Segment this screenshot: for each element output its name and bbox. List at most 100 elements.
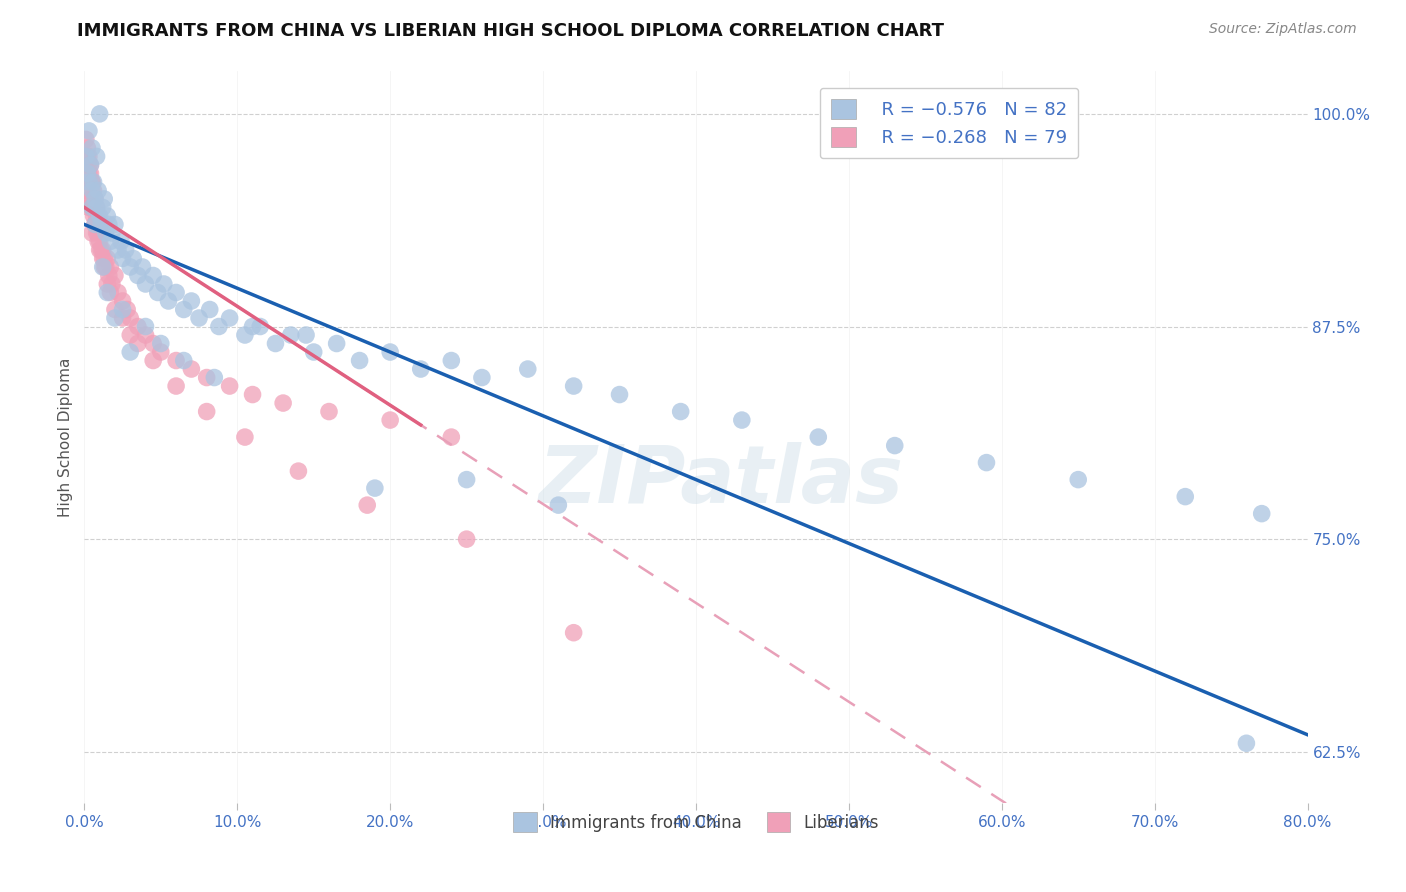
Point bbox=[731, 413, 754, 427]
Point bbox=[89, 209, 111, 223]
Point bbox=[104, 311, 127, 326]
Point bbox=[104, 302, 127, 317]
Point bbox=[456, 473, 478, 487]
Point bbox=[1250, 507, 1272, 521]
Point bbox=[84, 192, 107, 206]
Point bbox=[149, 345, 172, 359]
Point bbox=[157, 293, 180, 308]
Point bbox=[198, 302, 221, 317]
Point bbox=[271, 396, 294, 410]
Point bbox=[142, 353, 165, 368]
Point bbox=[91, 260, 114, 274]
Point bbox=[77, 175, 100, 189]
Point bbox=[86, 149, 108, 163]
Point bbox=[120, 260, 142, 274]
Point bbox=[107, 243, 129, 257]
Point bbox=[75, 158, 97, 172]
Point bbox=[79, 166, 101, 180]
Point bbox=[98, 235, 121, 249]
Point bbox=[104, 218, 127, 232]
Legend: Immigrants from China, Liberians: Immigrants from China, Liberians bbox=[506, 805, 886, 838]
Text: IMMIGRANTS FROM CHINA VS LIBERIAN HIGH SCHOOL DIPLOMA CORRELATION CHART: IMMIGRANTS FROM CHINA VS LIBERIAN HIGH S… bbox=[77, 22, 945, 40]
Point bbox=[202, 370, 225, 384]
Point bbox=[249, 319, 271, 334]
Point bbox=[456, 532, 478, 546]
Point bbox=[195, 370, 218, 384]
Point bbox=[77, 166, 100, 180]
Point bbox=[380, 345, 402, 359]
Point bbox=[1174, 490, 1197, 504]
Point bbox=[80, 201, 103, 215]
Point bbox=[75, 132, 97, 146]
Point bbox=[80, 175, 103, 189]
Point bbox=[76, 175, 98, 189]
Point bbox=[80, 183, 103, 197]
Y-axis label: High School Diploma: High School Diploma bbox=[58, 358, 73, 516]
Point bbox=[127, 319, 149, 334]
Point bbox=[76, 166, 98, 180]
Point bbox=[76, 149, 98, 163]
Point bbox=[1236, 736, 1258, 750]
Point bbox=[233, 328, 256, 343]
Point bbox=[84, 201, 107, 215]
Point bbox=[79, 158, 101, 172]
Point bbox=[91, 201, 114, 215]
Point bbox=[516, 362, 538, 376]
Point bbox=[77, 124, 100, 138]
Point bbox=[96, 285, 118, 300]
Point bbox=[89, 243, 111, 257]
Point bbox=[173, 302, 195, 317]
Point bbox=[86, 201, 108, 215]
Point bbox=[208, 319, 231, 334]
Point bbox=[380, 413, 402, 427]
Point bbox=[89, 218, 111, 232]
Point bbox=[122, 252, 145, 266]
Point bbox=[547, 498, 569, 512]
Point bbox=[77, 201, 100, 215]
Point bbox=[96, 209, 118, 223]
Point bbox=[98, 260, 121, 274]
Point bbox=[120, 328, 142, 343]
Point bbox=[111, 293, 134, 308]
Point bbox=[114, 243, 136, 257]
Point bbox=[83, 175, 105, 189]
Point bbox=[440, 430, 463, 444]
Point bbox=[86, 201, 108, 215]
Point bbox=[94, 260, 117, 274]
Point bbox=[80, 175, 103, 189]
Point bbox=[94, 226, 117, 240]
Point bbox=[84, 218, 107, 232]
Point bbox=[280, 328, 302, 343]
Point bbox=[75, 183, 97, 197]
Point bbox=[318, 404, 340, 418]
Point bbox=[173, 353, 195, 368]
Point bbox=[79, 158, 101, 172]
Point bbox=[87, 209, 110, 223]
Point bbox=[142, 336, 165, 351]
Point bbox=[91, 243, 114, 257]
Point bbox=[1067, 473, 1090, 487]
Point bbox=[93, 192, 115, 206]
Point bbox=[89, 107, 111, 121]
Point bbox=[349, 353, 371, 368]
Text: ZIPatlas: ZIPatlas bbox=[538, 442, 903, 520]
Point bbox=[180, 362, 202, 376]
Point bbox=[264, 336, 287, 351]
Point bbox=[84, 192, 107, 206]
Point bbox=[120, 345, 142, 359]
Point bbox=[80, 201, 103, 215]
Point bbox=[325, 336, 347, 351]
Point bbox=[77, 175, 100, 189]
Point bbox=[87, 226, 110, 240]
Point bbox=[101, 226, 124, 240]
Point bbox=[883, 439, 905, 453]
Point bbox=[153, 277, 176, 291]
Point bbox=[97, 268, 120, 283]
Point bbox=[87, 183, 110, 197]
Point bbox=[93, 260, 115, 274]
Point bbox=[111, 252, 134, 266]
Point bbox=[188, 311, 211, 326]
Point bbox=[146, 285, 169, 300]
Point bbox=[115, 302, 138, 317]
Point bbox=[84, 218, 107, 232]
